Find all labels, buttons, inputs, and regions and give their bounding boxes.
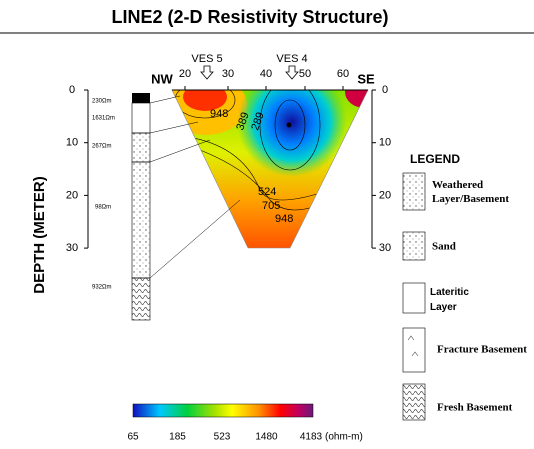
depth-tick-label: 0 — [69, 84, 75, 96]
top-tick-label: 40 — [260, 68, 272, 80]
end-label: NW — [151, 71, 173, 86]
title-block: LINE2 (2-D Resistivity Structure) — [0, 7, 534, 33]
figure: LINE2 (2-D Resistivity Structure) DEPTH … — [0, 0, 534, 449]
contour-label: 705 — [262, 200, 280, 212]
end-label: SE — [357, 71, 375, 86]
legend-item: Fresh Basement — [437, 402, 513, 414]
depth-tick-label: 10 — [66, 137, 78, 149]
legend-item: Sand — [432, 241, 456, 253]
contour-label: 948 — [210, 108, 228, 120]
contour-label: 524 — [258, 186, 276, 198]
contour-label: 948 — [275, 213, 293, 225]
depth-tick-label: 20 — [379, 189, 391, 201]
colorbar-tick-label: 185 — [169, 432, 186, 443]
colorbar-tick-label: 65 — [127, 432, 139, 443]
depth-tick-label: 0 — [382, 84, 388, 96]
section — [163, 67, 385, 250]
title: LINE2 (2-D Resistivity Structure) — [111, 7, 388, 27]
ves-label: VES 4 — [276, 53, 307, 65]
depth-tick-label: 30 — [379, 242, 391, 254]
legend-title: LEGEND — [410, 152, 460, 166]
legend: LEGEND Weathered Layer/Basement Sand Lat… — [403, 152, 527, 420]
colorbar: 65 185 523 1480 4183 (ohm-m) — [127, 404, 362, 443]
colorbar-tick-label: 4183 — [300, 432, 323, 443]
depth-tick-label: 30 — [66, 242, 78, 254]
depth-tick-label: 10 — [379, 137, 391, 149]
layer-label: 230Ωm — [92, 99, 112, 105]
layer-label: 98Ωm — [95, 205, 111, 211]
legend-item: Weathered Layer/Basement — [432, 179, 509, 205]
colorbar-tick-label: 1480 — [255, 432, 278, 443]
top-tick-label: 50 — [299, 68, 311, 80]
legend-item: Fracture Basement — [437, 344, 527, 356]
top-tick-label: 60 — [337, 68, 349, 80]
colorbar-unit: (ohm-m) — [325, 432, 363, 443]
top-tick-label: 20 — [179, 68, 191, 80]
layer-label: 932Ωm — [92, 285, 112, 291]
axis-title: DEPTH (METER) — [31, 176, 48, 294]
layer-label: 267Ωm — [92, 144, 112, 150]
depth-tick-label: 20 — [66, 189, 78, 201]
colorbar-tick-label: 523 — [214, 432, 231, 443]
top-tick-label: 30 — [222, 68, 234, 80]
legend-item: Lateritic Layer — [430, 287, 472, 313]
layer-label: 1631Ωm — [92, 116, 115, 122]
ves-label: VES 5 — [191, 53, 222, 65]
